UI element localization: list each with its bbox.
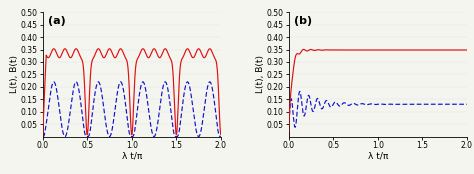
Y-axis label: L(t), B(t): L(t), B(t) (10, 55, 19, 93)
Text: (a): (a) (48, 16, 66, 26)
X-axis label: λ t/π: λ t/π (367, 152, 388, 161)
X-axis label: λ t/π: λ t/π (122, 152, 142, 161)
Text: (b): (b) (294, 16, 312, 26)
Y-axis label: L(t), B(t): L(t), B(t) (256, 55, 265, 93)
